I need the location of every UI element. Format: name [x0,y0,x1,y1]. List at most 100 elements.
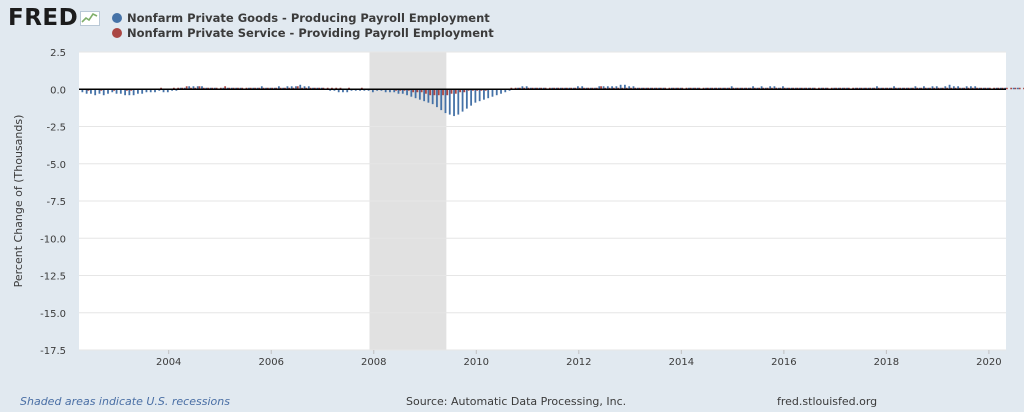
legend-item-goods[interactable]: Nonfarm Private Goods - Producing Payrol… [112,10,494,25]
bar-goods [192,86,195,90]
bar-goods [773,86,776,90]
bar-service [437,89,440,96]
bar-goods [628,86,631,90]
bar-service [459,89,461,93]
bar-goods [483,89,485,100]
bar-goods [410,89,413,97]
bar-goods [752,86,754,90]
bar-goods [730,86,733,90]
y-tick-label: -2.5 [46,123,66,134]
bar-service [425,89,427,94]
bar-goods [102,89,105,96]
bar-goods [290,86,293,90]
bar-service [600,86,602,90]
legend-marker-goods [112,12,122,23]
bar-goods [286,86,289,90]
bar-goods [611,86,613,90]
y-tick-label: -17.5 [40,346,66,357]
bar-goods [132,89,135,96]
bar-goods [307,86,310,90]
bar-goods [414,89,417,99]
bar-goods [952,86,955,90]
bar-goods [970,86,972,90]
bar-goods [876,86,878,90]
bar-goods [260,86,263,90]
x-axis-ticks: 2004 2006 2008 2010 2012 2014 2016 2018 2020 [156,350,1002,368]
bar-goods [632,86,635,90]
y-tick-label: -12.5 [40,272,66,283]
bar-service [185,86,188,90]
bar-goods [162,89,165,93]
legend-item-service[interactable]: Nonfarm Private Service - Providing Payr… [112,25,494,40]
x-tick-label: 2008 [361,357,386,368]
source-text: Source: Automatic Data Processing, Inc. [406,395,627,408]
bar-goods [401,89,404,94]
bar-goods [137,89,139,94]
bar-service [1010,87,1013,90]
bar-goods [914,86,917,90]
bar-goods [465,89,468,109]
bar-goods [295,86,297,90]
bar-goods [342,89,344,93]
y-tick-label: -15.0 [40,309,66,320]
bar-goods [277,86,280,90]
y-axis-ticks: 2.5 0.0 -2.5 -5.0 -7.5 -10.0 -12.5 -15.0 -17.5 [40,48,66,357]
bar-goods [448,89,451,115]
bar-goods [166,89,169,93]
bar-goods [393,89,396,93]
bar-goods [436,89,438,108]
bar-service [463,89,466,93]
bar-goods [1012,87,1015,90]
x-tick-label: 2018 [874,357,899,368]
bar-goods [782,86,784,90]
bar-goods [935,86,938,90]
bar-goods [577,86,579,90]
bar-goods [944,86,947,90]
bar-service [442,89,444,96]
bar-goods [145,89,148,93]
bar-service [224,86,227,90]
bar-goods [431,89,434,105]
bar-goods [346,89,349,93]
fred-logo[interactable]: FRED [8,6,101,30]
bar-goods [440,89,443,111]
header: FRED Nonfarm Private Goods - Producing P… [0,0,1024,44]
x-tick-label: 2020 [976,357,1001,368]
bar-goods [500,89,502,94]
bar-service [450,89,453,94]
x-tick-label: 2014 [669,357,694,368]
bar-goods [1017,87,1019,90]
bar-goods [948,84,951,90]
bar-goods [760,86,763,90]
bar-goods [615,86,618,90]
bar-goods [598,86,601,90]
bar-goods [427,89,430,103]
bar-goods [98,89,101,94]
bar-goods [491,89,494,97]
bar-goods [389,89,391,93]
legend-label-service: Nonfarm Private Service - Providing Payr… [127,25,494,40]
y-tick-label: -10.0 [40,234,66,245]
bar-goods [457,89,460,115]
bar-service [429,89,432,96]
bar-goods [196,86,199,90]
bar-goods [487,89,490,99]
bar-goods [85,89,88,94]
bar-goods [521,86,524,90]
bar-goods [444,89,447,114]
bar-goods [124,89,126,96]
chart: 2.5 0.0 -2.5 -5.0 -7.5 -10.0 -12.5 -15.0 -17.5 2… [12,48,1024,368]
bar-goods [974,86,977,90]
bar-goods [624,84,626,90]
bar-goods [149,89,152,93]
bar-goods [581,86,584,90]
bar-goods [201,86,203,90]
fred-url-link[interactable]: fred.stlouisfed.org [777,395,878,408]
bar-service [1014,87,1017,90]
bar-goods [111,89,114,93]
y-axis-label: Percent Change of (Thousands) [12,115,25,288]
bar-goods [525,86,528,90]
bar-service [433,89,436,96]
bar-goods [504,89,507,93]
legend-marker-service [112,27,122,38]
